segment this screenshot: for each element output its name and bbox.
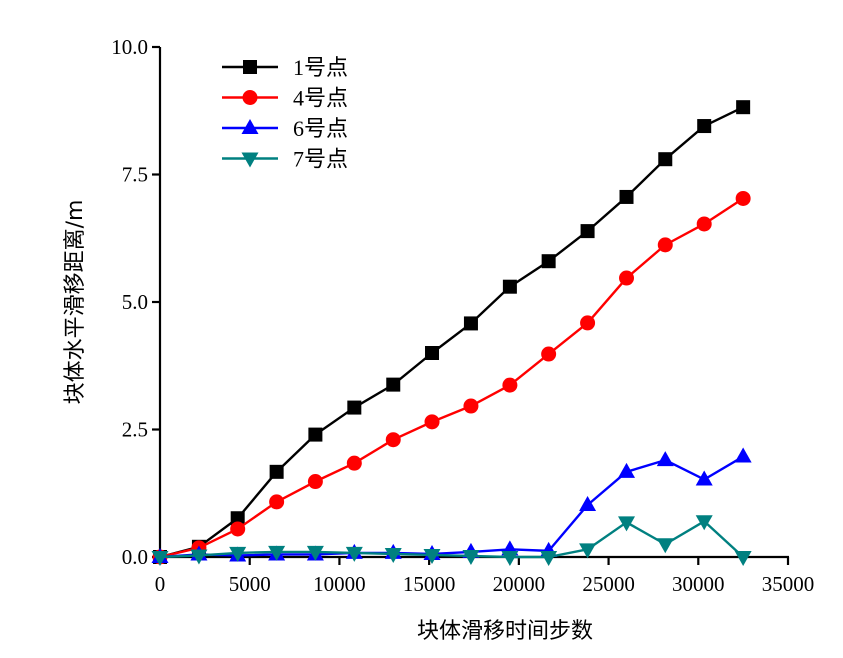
x-tick-label: 20000 <box>493 572 546 596</box>
data-point <box>424 414 440 430</box>
data-point <box>697 119 712 134</box>
data-point <box>541 254 556 269</box>
y-ticks: 0.0 2.5 5.0 7.5 10.0 <box>111 35 160 569</box>
data-point <box>695 470 713 486</box>
data-point <box>502 377 518 393</box>
x-axis-title: 块体滑移时间步数 <box>417 619 593 644</box>
data-point <box>656 451 674 467</box>
data-point <box>463 316 478 331</box>
data-point <box>618 516 636 532</box>
data-point <box>268 545 286 561</box>
data-point <box>229 546 247 562</box>
data-point <box>658 152 673 167</box>
data-point <box>657 237 673 253</box>
data-point <box>151 551 169 566</box>
data-point <box>502 279 517 294</box>
data-point <box>386 377 401 392</box>
series-line <box>159 106 744 559</box>
x-tick-label: 35000 <box>762 572 815 596</box>
data-point <box>346 455 362 471</box>
data-point <box>307 474 323 490</box>
data-point <box>579 543 597 559</box>
y-tick-label: 7.5 <box>122 163 148 187</box>
data-point <box>734 447 752 463</box>
series-line <box>159 520 744 559</box>
x-tick-label: 10000 <box>313 572 366 596</box>
legend-marker <box>242 90 258 105</box>
data-point <box>696 216 712 232</box>
series-1 <box>153 100 751 564</box>
legend-item: 7号点 <box>222 147 348 172</box>
legend-marker <box>243 60 257 74</box>
data-point <box>736 100 751 115</box>
legend-item: 6号点 <box>222 116 348 141</box>
series-4 <box>151 515 752 566</box>
data-point <box>425 346 440 360</box>
y-tick-label: 0.0 <box>122 545 148 569</box>
x-tick-label: 5000 <box>229 572 271 596</box>
data-point <box>345 546 363 562</box>
y-tick-label: 5.0 <box>122 290 148 314</box>
legend-marker <box>241 152 259 168</box>
data-point <box>580 224 595 239</box>
legend-label: 1号点 <box>293 55 348 80</box>
legend-label: 4号点 <box>293 86 348 111</box>
data-point <box>656 538 674 554</box>
data-point <box>190 549 208 565</box>
axes <box>158 47 789 559</box>
legend-item: 4号点 <box>222 86 348 111</box>
x-tick-label: 30000 <box>672 572 725 596</box>
data-point <box>501 551 519 566</box>
legend-label: 6号点 <box>293 116 348 141</box>
data-point <box>734 551 752 566</box>
data-point <box>619 270 635 286</box>
data-point <box>735 190 751 206</box>
y-tick-label: 2.5 <box>122 418 148 442</box>
y-axis-title: 块体水平滑移距离/m <box>63 200 88 405</box>
data-point <box>230 521 246 537</box>
series-group <box>151 100 752 566</box>
data-point <box>308 427 323 442</box>
legend-marker <box>241 119 259 134</box>
data-point <box>618 462 636 478</box>
data-point <box>619 189 634 204</box>
data-point <box>580 315 596 331</box>
legend-item: 1号点 <box>222 55 348 80</box>
data-point <box>306 545 324 561</box>
data-point <box>385 432 401 448</box>
data-point <box>541 346 557 362</box>
data-point <box>695 515 713 531</box>
data-point <box>579 495 597 511</box>
data-point <box>347 400 362 415</box>
x-tick-label: 15000 <box>403 572 456 596</box>
x-tick-label: 0 <box>155 572 166 596</box>
legend: 1号点 4号点 6号点 7号点 <box>222 55 348 172</box>
data-point <box>463 398 479 414</box>
data-point <box>269 464 284 479</box>
series-2 <box>152 190 751 565</box>
y-tick-label: 10.0 <box>111 35 148 59</box>
x-tick-label: 25000 <box>582 572 635 596</box>
data-point <box>423 548 441 564</box>
data-point <box>230 511 245 526</box>
data-point <box>269 494 285 510</box>
x-ticks: 0 5000 10000 15000 20000 25000 30000 35000 <box>155 557 815 596</box>
data-point <box>384 547 402 563</box>
data-point <box>462 549 480 565</box>
data-point <box>540 551 558 566</box>
series-line <box>159 197 744 559</box>
series-line <box>159 455 744 559</box>
legend-label: 7号点 <box>293 147 348 172</box>
